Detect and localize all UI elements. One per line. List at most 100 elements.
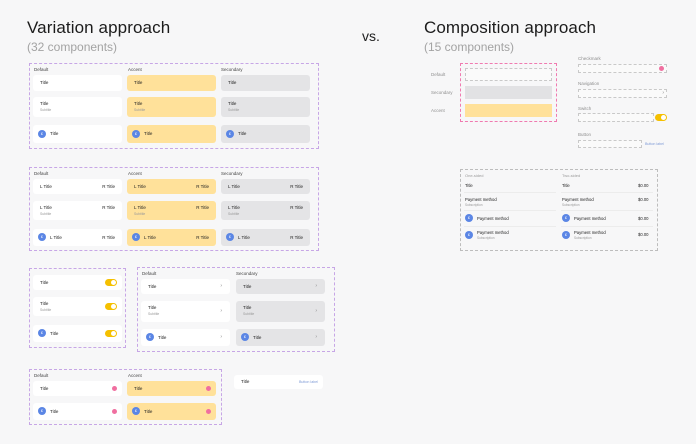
frame-navigation-list — [137, 267, 335, 352]
card-nav[interactable]: Title › — [141, 279, 230, 294]
row-title: Title — [465, 183, 473, 188]
frame-switch-list — [29, 268, 126, 348]
card-secondary-lr-subtitle[interactable]: L Title Subtitle R Title — [221, 201, 310, 220]
row-amount: $0.00 — [638, 197, 649, 202]
card-accent-avatar[interactable]: £ Title — [127, 125, 216, 143]
container-secondary-slot — [465, 86, 552, 99]
card-title: Title — [243, 305, 252, 310]
card-subtitle: Subtitle — [148, 312, 160, 316]
row-title: Title — [562, 183, 570, 188]
card-switch-subtitle[interactable]: Title Subtitle — [33, 297, 122, 316]
avatar-icon: £ — [132, 233, 140, 241]
card-nav-subtitle[interactable]: Title Subtitle › — [141, 301, 230, 322]
card-accent-lr-avatar[interactable]: £ L Title R Title — [127, 229, 216, 246]
card-secondary-lr[interactable]: L Title R Title — [221, 179, 310, 194]
card-switch[interactable]: Title — [33, 275, 122, 290]
card-accent-title[interactable]: Title — [127, 75, 216, 91]
chevron-right-icon: › — [315, 334, 317, 340]
card-subtitle: Subtitle — [40, 212, 52, 216]
option-label-navigation: Navigation — [578, 81, 600, 86]
avatar-icon: £ — [146, 333, 154, 341]
col-header-default: Default — [34, 67, 49, 72]
card-default-lr-subtitle[interactable]: L Title Subtitle R Title — [33, 201, 122, 220]
card-check-avatar[interactable]: £ Title — [33, 403, 122, 420]
card-default-lr-avatar[interactable]: £ L Title R Title — [33, 229, 122, 246]
card-subtitle: Subtitle — [228, 212, 240, 216]
right-title: R Title — [290, 184, 303, 189]
avatar-icon: £ — [226, 130, 234, 138]
row-subscription: Subscription — [477, 236, 495, 240]
left-title: L Title — [144, 235, 156, 240]
card-button-item[interactable]: Title Button label — [234, 375, 323, 389]
card-accent-title-subtitle[interactable]: Title Subtitle — [127, 97, 216, 117]
row-payment: Payment method — [477, 216, 509, 221]
card-default-lr[interactable]: L Title R Title — [33, 179, 122, 194]
card-nav-secondary-avatar[interactable]: £ Title › — [236, 329, 325, 346]
right-title: R Title — [196, 205, 209, 210]
card-nav-avatar[interactable]: £ Title › — [141, 329, 230, 346]
checkmark-icon[interactable] — [206, 386, 211, 391]
avatar-icon: £ — [465, 214, 473, 222]
avatar-icon: £ — [562, 231, 570, 239]
card-check-accent-avatar[interactable]: £ Title — [127, 403, 216, 420]
card-subtitle: Subtitle — [40, 108, 52, 112]
card-default-avatar[interactable]: £ Title — [33, 125, 122, 143]
card-switch-avatar[interactable]: £ Title — [33, 325, 122, 342]
card-default-title[interactable]: Title — [33, 75, 122, 91]
card-title: Title — [228, 101, 237, 106]
left-title: L Title — [134, 184, 146, 189]
card-accent-lr[interactable]: L Title R Title — [127, 179, 216, 194]
checkmark-icon[interactable] — [206, 409, 211, 414]
card-title: Title — [241, 379, 250, 384]
avatar-icon: £ — [38, 130, 46, 138]
avatar-icon: £ — [38, 407, 46, 415]
button-slot — [578, 140, 642, 148]
card-subtitle: Subtitle — [228, 108, 240, 112]
checkmark-icon[interactable] — [112, 386, 117, 391]
card-secondary-avatar[interactable]: £ Title — [221, 125, 310, 143]
checkmark-icon[interactable] — [112, 409, 117, 414]
col-header-secondary: Secondary — [236, 271, 258, 276]
card-subtitle: Subtitle — [134, 108, 146, 112]
left-title: L Title — [50, 235, 62, 240]
checkmark-icon[interactable] — [659, 66, 664, 71]
option-label-button: Button — [578, 132, 592, 137]
switch-toggle[interactable] — [105, 330, 117, 337]
card-secondary-title[interactable]: Title — [221, 75, 310, 91]
card-title: Title — [253, 335, 262, 340]
button-link[interactable]: Button label — [645, 142, 664, 146]
card-check[interactable]: Title — [33, 381, 122, 396]
button-link[interactable]: Button label — [299, 380, 318, 384]
avatar-icon: £ — [241, 333, 249, 341]
switch-toggle[interactable] — [655, 114, 667, 121]
card-accent-lr-subtitle[interactable]: L Title Subtitle R Title — [127, 201, 216, 220]
left-title: L Title — [238, 235, 250, 240]
row-payment: Payment method — [465, 197, 497, 202]
row-divider — [464, 210, 556, 211]
col-header-one-sided: One-sided — [465, 173, 484, 178]
chevron-right-icon: › — [315, 283, 317, 289]
card-secondary-title-subtitle[interactable]: Title Subtitle — [221, 97, 310, 117]
frame-checkmark-list — [29, 369, 222, 425]
card-subtitle: Subtitle — [40, 308, 52, 312]
col-header-default: Default — [142, 271, 157, 276]
card-title: Title — [40, 101, 49, 106]
col-header-accent: Accent — [128, 67, 142, 72]
left-title: L Title — [228, 184, 240, 189]
col-header-default: Default — [34, 171, 49, 176]
switch-toggle[interactable] — [105, 279, 117, 286]
switch-toggle[interactable] — [105, 303, 117, 310]
card-nav-secondary-subtitle[interactable]: Title Subtitle › — [236, 301, 325, 322]
avatar-icon: £ — [38, 233, 46, 241]
card-check-accent[interactable]: Title — [127, 381, 216, 396]
card-nav-secondary[interactable]: Title › — [236, 279, 325, 294]
option-label-switch: Switch — [578, 106, 592, 111]
checkmark-slot — [578, 64, 667, 73]
card-title: Title — [40, 301, 49, 306]
frame-two-sided-list — [29, 167, 319, 251]
right-title: R Title — [196, 235, 209, 240]
card-secondary-lr-avatar[interactable]: £ L Title R Title — [221, 229, 310, 246]
card-title: Title — [134, 80, 143, 85]
card-title: Title — [144, 131, 153, 136]
card-default-title-subtitle[interactable]: Title Subtitle — [33, 97, 122, 117]
